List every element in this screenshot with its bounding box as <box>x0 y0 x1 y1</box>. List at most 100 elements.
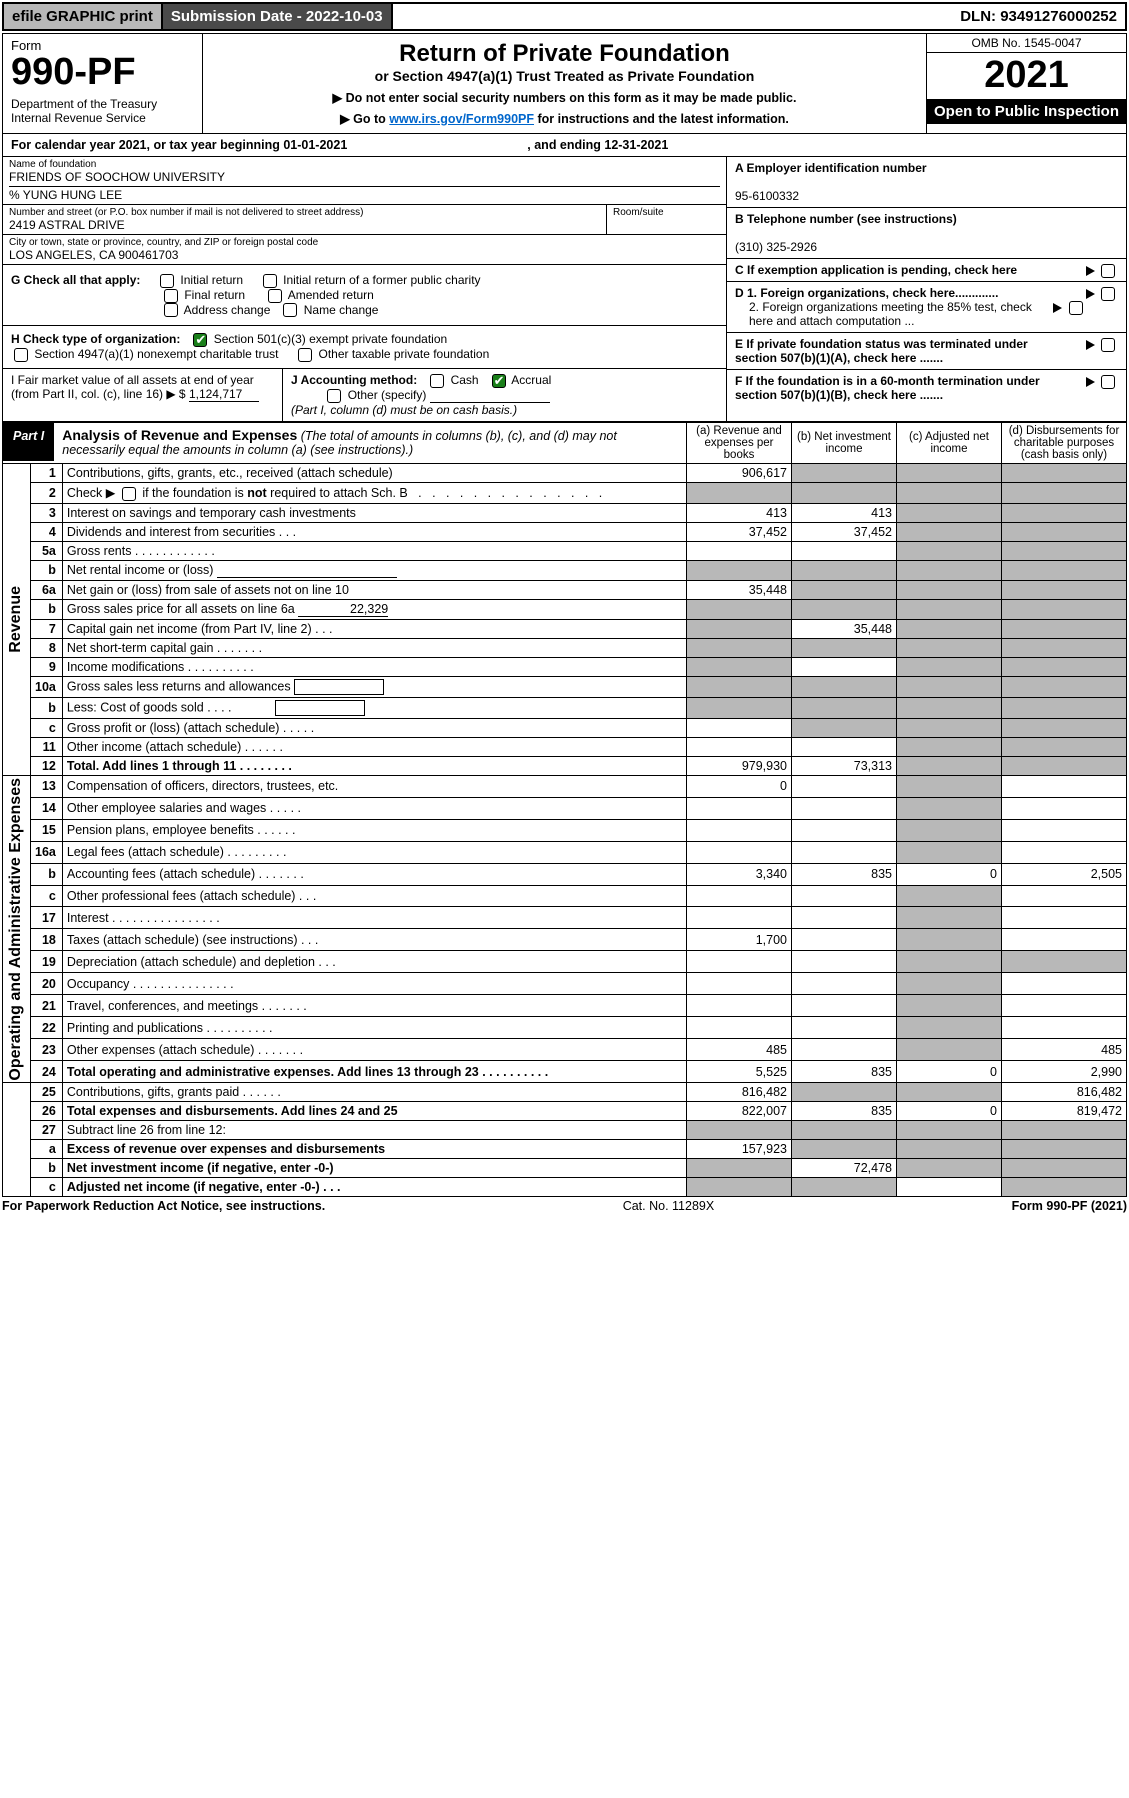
goto-prefix: ▶ Go to <box>340 112 389 126</box>
col-b-header: (b) Net investment income <box>792 422 897 463</box>
city-cell: City or town, state or province, country… <box>3 235 726 265</box>
row-desc: Dividends and interest from securities .… <box>62 522 686 541</box>
footer-left: For Paperwork Reduction Act Notice, see … <box>2 1199 325 1213</box>
table-row: 27Subtract line 26 from line 12: <box>3 1121 1127 1140</box>
row-desc: Accounting fees (attach schedule) . . . … <box>62 863 686 885</box>
row-num: b <box>31 697 63 718</box>
row-num: 24 <box>31 1061 63 1083</box>
table-row: 5aGross rents . . . . . . . . . . . . <box>3 541 1127 560</box>
h-label: H Check type of organization: <box>11 332 180 346</box>
table-row: 11Other income (attach schedule) . . . .… <box>3 737 1127 756</box>
calendar-year-row: For calendar year 2021, or tax year begi… <box>2 134 1127 157</box>
accrual-checkbox[interactable] <box>492 374 506 388</box>
row-num: 19 <box>31 951 63 973</box>
row-desc: Less: Cost of goods sold . . . . <box>62 697 686 718</box>
cell-a: 485 <box>687 1039 792 1061</box>
row-desc: Printing and publications . . . . . . . … <box>62 1017 686 1039</box>
row-num: 11 <box>31 737 63 756</box>
j-other: Other (specify) <box>348 388 427 402</box>
h2: Section 4947(a)(1) nonexempt charitable … <box>34 347 278 361</box>
address: 2419 ASTRAL DRIVE <box>9 218 600 232</box>
name-change-checkbox[interactable] <box>283 303 297 317</box>
d1-checkbox[interactable] <box>1101 287 1115 301</box>
table-row: 14Other employee salaries and wages . . … <box>3 797 1127 819</box>
table-row: 9Income modifications . . . . . . . . . … <box>3 657 1127 676</box>
cell-b: 835 <box>792 863 897 885</box>
cash-checkbox[interactable] <box>430 374 444 388</box>
table-row: Revenue 1Contributions, gifts, grants, e… <box>3 463 1127 482</box>
f-checkbox[interactable] <box>1101 375 1115 389</box>
r27a-text: Excess of revenue over expenses and disb… <box>67 1142 385 1156</box>
row-num: 2 <box>31 482 63 503</box>
g5: Address change <box>184 303 271 317</box>
c-checkbox[interactable] <box>1101 264 1115 278</box>
cell-d: 816,482 <box>1002 1083 1127 1102</box>
cell-b: 35,448 <box>792 619 897 638</box>
g4: Amended return <box>288 288 374 302</box>
g6: Name change <box>304 303 379 317</box>
cell-a: 822,007 <box>687 1102 792 1121</box>
table-row: 18Taxes (attach schedule) (see instructi… <box>3 929 1127 951</box>
initial-return-checkbox[interactable] <box>160 274 174 288</box>
row-desc: Gross sales price for all assets on line… <box>62 599 686 619</box>
cell-a: 413 <box>687 503 792 522</box>
cell-b: 73,313 <box>792 756 897 775</box>
h3: Other taxable private foundation <box>319 347 490 361</box>
dln: DLN: 93491276000252 <box>952 4 1125 29</box>
row-desc: Total expenses and disbursements. Add li… <box>62 1102 686 1121</box>
cell-c: 0 <box>897 863 1002 885</box>
row-num: c <box>31 718 63 737</box>
form-title: Return of Private Foundation <box>213 40 916 68</box>
goto-suffix: for instructions and the latest informat… <box>534 112 789 126</box>
header: Form 990-PF Department of the Treasury I… <box>2 33 1127 134</box>
row-num: 23 <box>31 1039 63 1061</box>
amended-return-checkbox[interactable] <box>268 289 282 303</box>
info-left: Name of foundation FRIENDS OF SOOCHOW UN… <box>3 157 726 421</box>
row-num: 17 <box>31 907 63 929</box>
table-row: 4Dividends and interest from securities … <box>3 522 1127 541</box>
cell-b: 37,452 <box>792 522 897 541</box>
row-num: 14 <box>31 797 63 819</box>
instructions-link[interactable]: www.irs.gov/Form990PF <box>389 112 534 126</box>
cell-b: 72,478 <box>792 1159 897 1178</box>
footer: For Paperwork Reduction Act Notice, see … <box>2 1199 1127 1213</box>
ein-value: 95-6100332 <box>735 189 799 203</box>
row-desc: Pension plans, employee benefits . . . .… <box>62 819 686 841</box>
row-num: b <box>31 863 63 885</box>
row-desc: Income modifications . . . . . . . . . . <box>62 657 686 676</box>
4947a1-checkbox[interactable] <box>14 348 28 362</box>
row-desc: Occupancy . . . . . . . . . . . . . . . <box>62 973 686 995</box>
table-row: 24Total operating and administrative exp… <box>3 1061 1127 1083</box>
501c3-checkbox[interactable] <box>193 333 207 347</box>
r27c-text: Adjusted net income (if negative, enter … <box>67 1180 341 1194</box>
calyear-begin: For calendar year 2021, or tax year begi… <box>11 138 347 152</box>
e-checkbox[interactable] <box>1101 338 1115 352</box>
part1-title: Analysis of Revenue and Expenses (The to… <box>54 423 686 461</box>
efile-badge[interactable]: efile GRAPHIC print <box>4 4 163 29</box>
cell-a: 5,525 <box>687 1061 792 1083</box>
row-num: b <box>31 560 63 580</box>
row-desc: Total. Add lines 1 through 11 . . . . . … <box>62 756 686 775</box>
final-return-checkbox[interactable] <box>164 289 178 303</box>
address-cell: Number and street (or P.O. box number if… <box>3 205 606 235</box>
d2-checkbox[interactable] <box>1069 301 1083 315</box>
row-num: 20 <box>31 973 63 995</box>
row-desc: Gross sales less returns and allowances <box>62 676 686 697</box>
omb-number: OMB No. 1545-0047 <box>927 34 1126 53</box>
r27b-text: Net investment income (if negative, ente… <box>67 1161 334 1175</box>
other-method-checkbox[interactable] <box>327 389 341 403</box>
table-row: 15Pension plans, employee benefits . . .… <box>3 819 1127 841</box>
row-num: 15 <box>31 819 63 841</box>
row-num: c <box>31 885 63 907</box>
row-num: 13 <box>31 775 63 797</box>
cell-a: 3,340 <box>687 863 792 885</box>
initial-former-checkbox[interactable] <box>263 274 277 288</box>
other-taxable-checkbox[interactable] <box>298 348 312 362</box>
row-desc: Net rental income or (loss) <box>62 560 686 580</box>
row-num: b <box>31 599 63 619</box>
table-row: bLess: Cost of goods sold . . . . <box>3 697 1127 718</box>
table-row: 26Total expenses and disbursements. Add … <box>3 1102 1127 1121</box>
sch-b-checkbox[interactable] <box>122 487 136 501</box>
cell-a: 1,700 <box>687 929 792 951</box>
address-change-checkbox[interactable] <box>164 303 178 317</box>
